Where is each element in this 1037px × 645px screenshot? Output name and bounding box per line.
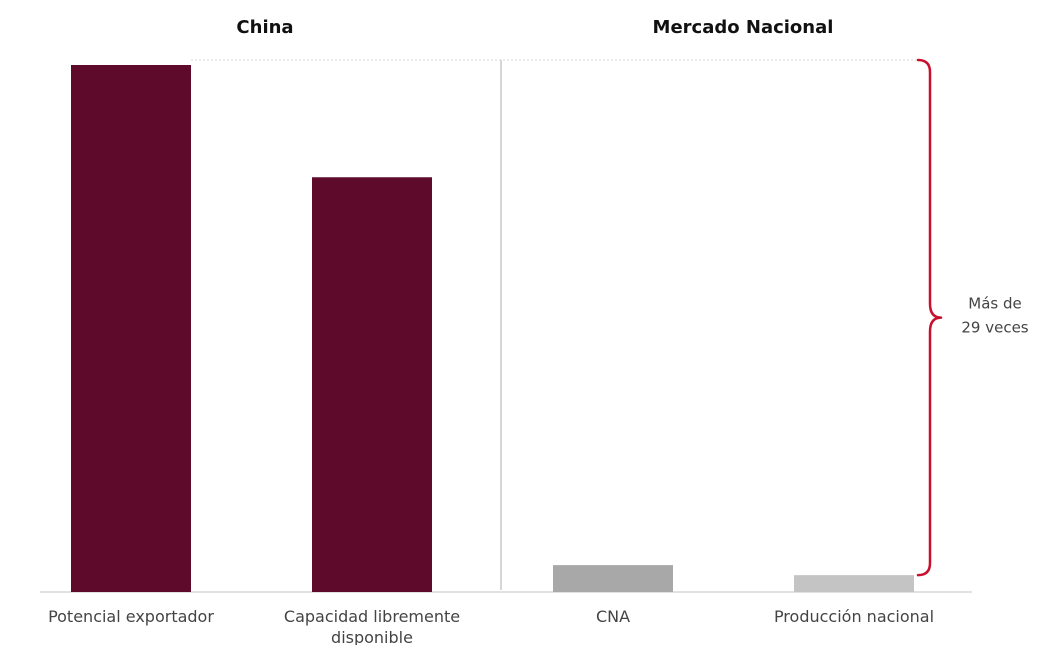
brace-annotation bbox=[916, 58, 943, 577]
annotation-line-1: 29 veces bbox=[961, 319, 1028, 337]
bar-2 bbox=[553, 565, 673, 592]
annotation-line-0: Más de bbox=[968, 295, 1021, 313]
category-label-line: Potencial exportador bbox=[48, 607, 214, 626]
category-label-3: Producción nacional bbox=[774, 607, 934, 626]
category-label-line: disponible bbox=[331, 628, 413, 645]
category-label-line: CNA bbox=[596, 607, 630, 626]
category-label-2: CNA bbox=[596, 607, 630, 626]
bar-0 bbox=[71, 65, 191, 592]
bar-1 bbox=[312, 177, 432, 592]
category-label-line: Capacidad libremente bbox=[284, 607, 460, 626]
annotation-text: Más de 29 veces bbox=[961, 295, 1028, 337]
group-title-china: China bbox=[236, 17, 293, 38]
category-label-0: Potencial exportador bbox=[48, 607, 214, 626]
category-label-line: Producción nacional bbox=[774, 607, 934, 626]
bar-3 bbox=[794, 575, 914, 592]
category-label-1: Capacidad libremente disponible bbox=[284, 607, 460, 645]
category-labels: Potencial exportador Capacidad libremente… bbox=[48, 607, 934, 645]
group-title-mercado-nacional: Mercado Nacional bbox=[653, 17, 834, 38]
bar-series bbox=[71, 65, 914, 592]
